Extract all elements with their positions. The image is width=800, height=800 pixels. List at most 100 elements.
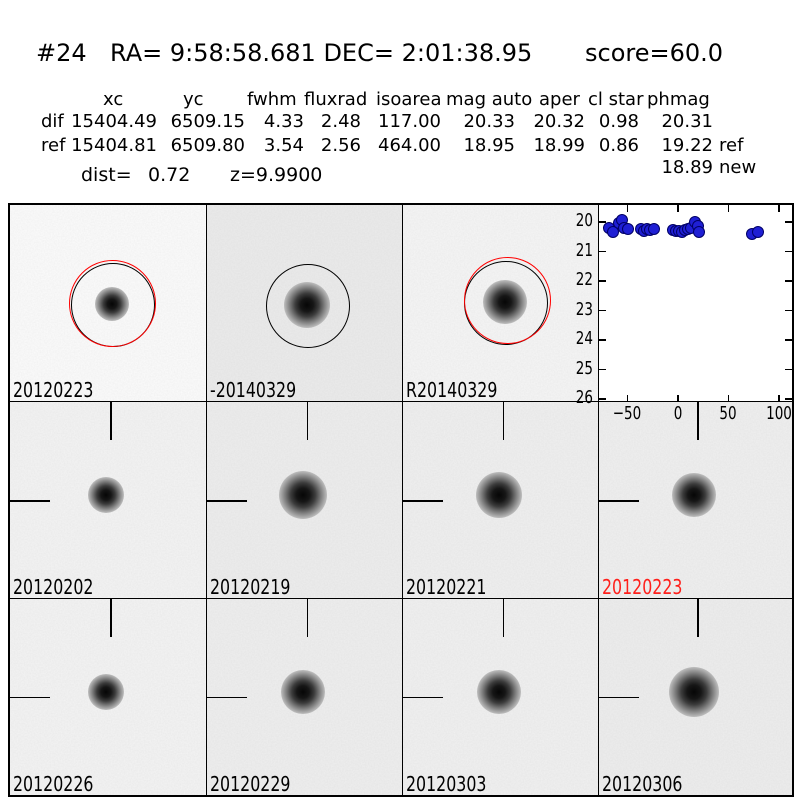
crosshair-tick-horizontal	[403, 696, 444, 699]
image-stamp-panel: 20120306	[599, 598, 792, 795]
y-axis-tick	[599, 339, 606, 341]
source-blob	[280, 669, 325, 714]
table-cell: 3.54	[263, 135, 304, 156]
table-column-header: xc	[103, 89, 124, 110]
image-stamp-panel: 20120202	[10, 402, 207, 599]
image-stamp-panel: 20120223	[599, 402, 792, 599]
lightcurve-data-point	[606, 225, 619, 238]
table-cell: 117.00	[378, 111, 441, 132]
table-cell: 0.86	[598, 135, 639, 156]
table-cell: 464.00	[378, 135, 441, 156]
aperture-circle-red	[463, 257, 551, 345]
table-column-header: yc	[183, 89, 204, 110]
y-tick-label: 24	[575, 328, 593, 350]
x-tick-label: 100	[765, 402, 792, 424]
table-column-header: mag auto	[446, 89, 533, 110]
source-blob	[278, 471, 327, 520]
table-cell: 0.98	[598, 111, 639, 132]
panel-label: 20120306	[602, 772, 683, 795]
panel-label: -20140329	[209, 378, 296, 402]
table-cell: 2.48	[320, 111, 361, 132]
redshift-value: z=9.9900	[230, 164, 323, 186]
phmag-extra-value: 18.89	[661, 157, 713, 178]
image-stamp-panel: 20120303	[403, 598, 599, 795]
table-column-header: fwhm	[247, 89, 297, 110]
x-axis-tick	[677, 205, 679, 212]
crosshair-tick-horizontal	[599, 696, 639, 699]
image-stamp-panel: 20120229	[206, 598, 403, 795]
phmag-extra-suffix: new	[719, 157, 757, 178]
y-axis-tick	[599, 368, 606, 371]
crosshair-tick-vertical	[502, 402, 505, 441]
table-column-header: isoarea	[376, 89, 442, 110]
crosshair-tick-vertical	[306, 402, 309, 441]
table-cell: 20.33	[463, 111, 515, 132]
panel-label: 20120226	[13, 772, 94, 795]
source-blob	[477, 669, 522, 714]
crosshair-tick-vertical	[697, 598, 699, 637]
y-tick-label: 21	[575, 239, 593, 261]
y-axis-tick	[785, 221, 792, 223]
ra-dec-coordinates: RA= 9:58:58.681 DEC= 2:01:38.95	[110, 39, 533, 67]
aperture-circle-black	[265, 263, 350, 348]
y-axis-tick	[599, 280, 606, 282]
x-axis-tick	[778, 205, 780, 212]
aperture-circle-red	[68, 259, 156, 347]
lightcurve-data-point	[752, 225, 765, 238]
y-axis-tick	[599, 250, 606, 253]
image-stamp-panel: 20120221	[403, 402, 599, 599]
x-tick-label: 0	[673, 402, 683, 424]
y-tick-label: 26	[575, 387, 593, 409]
crosshair-tick-vertical	[502, 598, 505, 637]
image-stamp-panel: 20120223	[10, 205, 207, 402]
source-blob	[671, 473, 716, 518]
x-axis-tick	[677, 395, 679, 402]
panel-label: 20120229	[209, 772, 290, 795]
image-stamp-panel: -20140329	[206, 205, 403, 402]
lightcurve-data-point	[692, 225, 705, 238]
table-cell: 15404.49	[71, 111, 157, 132]
lightcurve-data-point	[622, 222, 635, 235]
dist-value: 0.72	[148, 164, 191, 186]
x-axis-tick	[727, 205, 730, 212]
panel-label: R20140329	[406, 378, 498, 402]
table-cell: 20.31	[661, 111, 713, 132]
table-column-header: cl star	[588, 89, 644, 110]
panel-label: 20120303	[406, 772, 487, 795]
image-stamp-panel: R20140329	[403, 205, 599, 402]
crosshair-tick-horizontal	[10, 500, 51, 502]
table-cell-suffix: ref	[719, 135, 744, 156]
x-tick-label: −50	[613, 402, 642, 424]
lightcurve-plot-panel	[599, 205, 792, 402]
y-tick-label: 20	[575, 210, 593, 232]
table-cell: 6509.80	[170, 135, 245, 156]
x-tick-label: 50	[719, 402, 737, 424]
score-value: score=60.0	[585, 39, 724, 67]
crosshair-tick-vertical	[697, 402, 699, 441]
crosshair-tick-horizontal	[10, 696, 51, 699]
y-axis-tick	[599, 221, 606, 223]
y-axis-tick	[785, 250, 792, 253]
crosshair-tick-horizontal	[403, 500, 444, 502]
x-axis-tick	[626, 395, 629, 402]
y-axis-tick	[785, 280, 792, 282]
image-stamp-panel: 20120219	[206, 402, 403, 599]
panel-label: 20120223	[602, 574, 683, 599]
panel-label: 20120221	[406, 574, 487, 599]
y-axis-tick	[785, 339, 792, 341]
image-stamp-panel: 20120226	[10, 598, 207, 795]
panel-label: 20120223	[13, 378, 94, 402]
table-row-label: dif	[41, 111, 64, 132]
y-tick-label: 22	[575, 269, 593, 291]
table-row-label: ref	[41, 135, 66, 156]
x-axis-tick	[727, 395, 730, 402]
x-axis-tick	[778, 395, 780, 402]
crosshair-tick-horizontal	[206, 696, 247, 699]
y-tick-label: 25	[575, 357, 593, 379]
table-cell: 20.32	[533, 111, 585, 132]
panel-label: 20120219	[209, 574, 290, 599]
y-axis-tick	[785, 398, 792, 400]
panel-label: 20120202	[13, 574, 94, 599]
source-blob	[476, 472, 523, 519]
